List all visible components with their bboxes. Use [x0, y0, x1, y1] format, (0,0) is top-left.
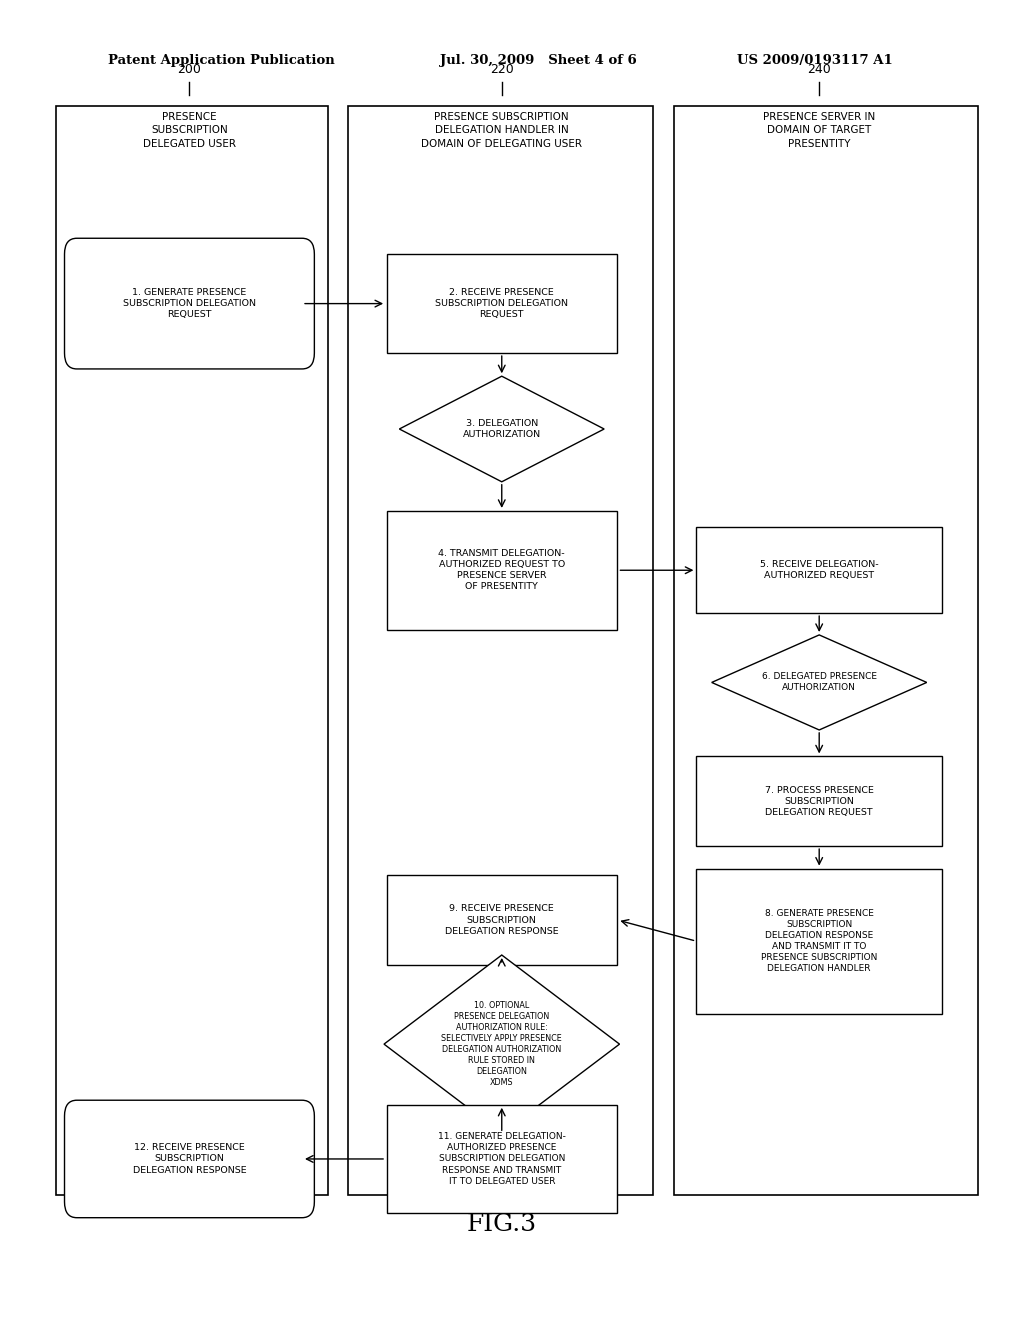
Text: 6. DELEGATED PRESENCE
AUTHORIZATION: 6. DELEGATED PRESENCE AUTHORIZATION	[762, 672, 877, 693]
Polygon shape	[384, 956, 620, 1133]
FancyBboxPatch shape	[65, 1101, 314, 1217]
Text: 9. RECEIVE PRESENCE
SUBSCRIPTION
DELEGATION RESPONSE: 9. RECEIVE PRESENCE SUBSCRIPTION DELEGAT…	[445, 904, 558, 936]
Polygon shape	[399, 376, 604, 482]
Bar	[696, 756, 942, 846]
Bar	[56, 106, 328, 1195]
Text: 1. GENERATE PRESENCE
SUBSCRIPTION DELEGATION
REQUEST: 1. GENERATE PRESENCE SUBSCRIPTION DELEGA…	[123, 288, 256, 319]
Text: FIG.3: FIG.3	[467, 1213, 537, 1237]
Text: 200: 200	[177, 63, 202, 77]
Text: 5. RECEIVE DELEGATION-
AUTHORIZED REQUEST: 5. RECEIVE DELEGATION- AUTHORIZED REQUES…	[760, 560, 879, 581]
Text: Jul. 30, 2009   Sheet 4 of 6: Jul. 30, 2009 Sheet 4 of 6	[440, 54, 637, 67]
Text: PRESENCE SUBSCRIPTION
DELEGATION HANDLER IN
DOMAIN OF DELEGATING USER: PRESENCE SUBSCRIPTION DELEGATION HANDLER…	[421, 112, 583, 149]
Text: PRESENCE
SUBSCRIPTION
DELEGATED USER: PRESENCE SUBSCRIPTION DELEGATED USER	[143, 112, 236, 149]
Text: Patent Application Publication: Patent Application Publication	[108, 54, 334, 67]
Bar	[387, 1105, 616, 1213]
Text: 12. RECEIVE PRESENCE
SUBSCRIPTION
DELEGATION RESPONSE: 12. RECEIVE PRESENCE SUBSCRIPTION DELEGA…	[133, 1143, 246, 1175]
Text: 7. PROCESS PRESENCE
SUBSCRIPTION
DELEGATION REQUEST: 7. PROCESS PRESENCE SUBSCRIPTION DELEGAT…	[765, 785, 873, 817]
Text: 3. DELEGATION
AUTHORIZATION: 3. DELEGATION AUTHORIZATION	[463, 418, 541, 440]
Text: 240: 240	[807, 63, 831, 77]
Bar	[674, 106, 978, 1195]
Text: PRESENCE SERVER IN
DOMAIN OF TARGET
PRESENTITY: PRESENCE SERVER IN DOMAIN OF TARGET PRES…	[763, 112, 876, 149]
Text: 4. TRANSMIT DELEGATION-
AUTHORIZED REQUEST TO
PRESENCE SERVER
OF PRESENTITY: 4. TRANSMIT DELEGATION- AUTHORIZED REQUE…	[438, 549, 565, 591]
Text: 220: 220	[489, 63, 514, 77]
Bar	[696, 869, 942, 1014]
Text: 11. GENERATE DELEGATION-
AUTHORIZED PRESENCE
SUBSCRIPTION DELEGATION
RESPONSE AN: 11. GENERATE DELEGATION- AUTHORIZED PRES…	[438, 1133, 565, 1185]
Bar	[387, 511, 616, 630]
Text: 8. GENERATE PRESENCE
SUBSCRIPTION
DELEGATION RESPONSE
AND TRANSMIT IT TO
PRESENC: 8. GENERATE PRESENCE SUBSCRIPTION DELEGA…	[761, 909, 878, 973]
Polygon shape	[712, 635, 927, 730]
Bar	[696, 527, 942, 612]
Text: 10. OPTIONAL
PRESENCE DELEGATION
AUTHORIZATION RULE:
SELECTIVELY APPLY PRESENCE
: 10. OPTIONAL PRESENCE DELEGATION AUTHORI…	[441, 1001, 562, 1088]
Bar	[387, 253, 616, 352]
Bar	[387, 875, 616, 965]
FancyBboxPatch shape	[65, 238, 314, 368]
Text: 2. RECEIVE PRESENCE
SUBSCRIPTION DELEGATION
REQUEST: 2. RECEIVE PRESENCE SUBSCRIPTION DELEGAT…	[435, 288, 568, 319]
Bar	[348, 106, 653, 1195]
Text: US 2009/0193117 A1: US 2009/0193117 A1	[737, 54, 893, 67]
